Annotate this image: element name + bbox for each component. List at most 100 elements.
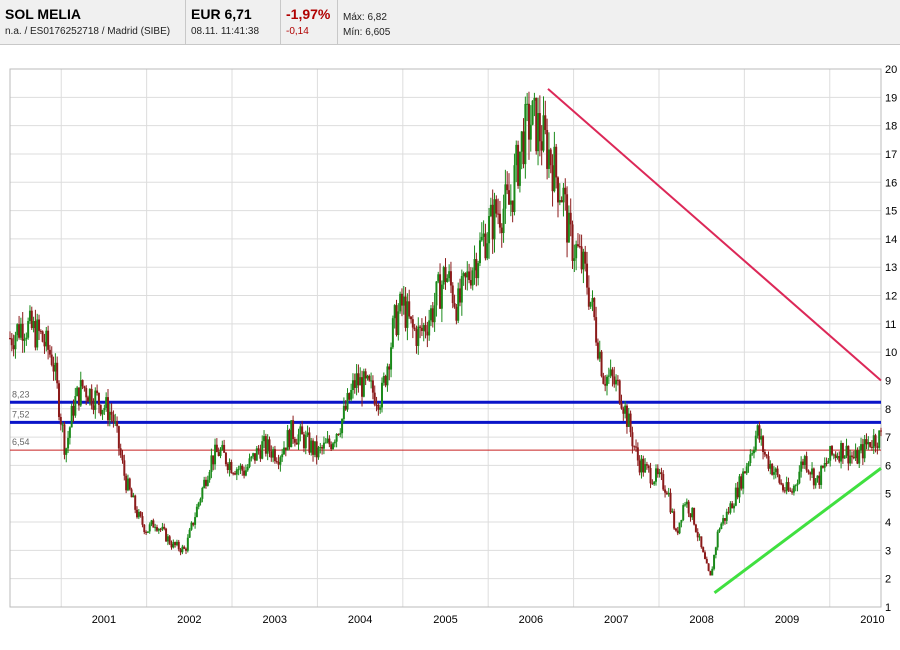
- candle-body: [662, 474, 665, 490]
- candle-body: [371, 380, 374, 393]
- y-tick-label: 9: [885, 375, 891, 387]
- candle-body: [235, 469, 238, 475]
- candle-body: [377, 404, 380, 410]
- candle-body: [812, 468, 815, 486]
- candle-body: [38, 319, 41, 331]
- candle-body: [649, 468, 652, 484]
- candle-body: [292, 420, 295, 439]
- candle-body: [290, 420, 293, 448]
- candle-body: [68, 427, 71, 438]
- candle-body: [362, 371, 365, 397]
- candle-body: [321, 447, 324, 449]
- candle-body: [564, 187, 567, 195]
- candle-body: [166, 536, 169, 542]
- candle-body: [81, 380, 84, 387]
- candle-body: [627, 413, 630, 427]
- candle-body: [720, 523, 723, 529]
- candle-body: [860, 444, 863, 451]
- candle-body: [185, 548, 188, 551]
- candle-body: [800, 461, 803, 472]
- candle-body: [54, 362, 57, 372]
- candle-body: [10, 338, 13, 346]
- candle-body: [486, 243, 489, 259]
- candle-body: [809, 472, 812, 475]
- candle-body: [426, 331, 429, 336]
- candle-body: [700, 536, 703, 548]
- candle-body: [615, 379, 618, 385]
- y-tick-label: 18: [885, 121, 897, 133]
- candle-body: [388, 366, 391, 370]
- candle-body: [816, 475, 819, 479]
- candle-body: [221, 444, 224, 450]
- candle-body: [758, 425, 761, 440]
- candle-body: [743, 471, 746, 474]
- candle-body: [863, 439, 866, 459]
- candle-body: [183, 546, 186, 549]
- candle-body: [840, 443, 843, 462]
- candle-body: [544, 115, 547, 130]
- candle-body: [644, 464, 647, 473]
- candle-body: [546, 129, 549, 169]
- candle-body: [402, 296, 405, 306]
- candle-body: [796, 483, 799, 486]
- candle-body: [87, 397, 90, 402]
- candle-body: [473, 259, 476, 271]
- candle-body: [57, 383, 60, 417]
- candle-body: [727, 511, 730, 513]
- candle-body: [595, 317, 598, 343]
- candle-body: [656, 468, 659, 475]
- candle-body: [88, 388, 91, 402]
- candle-body: [440, 284, 443, 309]
- day-high: Máx: 6,82: [343, 12, 387, 23]
- candle-body: [85, 388, 88, 398]
- candle-body: [538, 113, 541, 142]
- candle-body: [253, 453, 256, 461]
- candle-body: [14, 335, 17, 350]
- candle-body: [540, 141, 543, 151]
- candle-body: [199, 498, 202, 503]
- candle-body: [380, 382, 383, 408]
- candle-body: [308, 432, 311, 453]
- candle-body: [725, 511, 728, 521]
- candle-body: [466, 271, 469, 278]
- candle-body: [442, 267, 445, 285]
- candle-body: [562, 187, 565, 203]
- candle-body: [230, 462, 233, 474]
- candle-body: [653, 481, 656, 485]
- candle-body: [660, 472, 663, 475]
- candle-body: [711, 568, 714, 576]
- candle-body: [849, 455, 852, 464]
- candle-body: [293, 438, 296, 443]
- candle-body: [97, 393, 100, 405]
- candle-body: [782, 484, 785, 491]
- candle-body: [453, 303, 456, 307]
- candle-body: [313, 441, 316, 455]
- candle-body: [658, 472, 661, 475]
- candle-body: [103, 408, 106, 411]
- candle-body: [493, 199, 496, 240]
- candle-body: [94, 390, 97, 410]
- security-name: SOL MELIA: [5, 6, 81, 22]
- chart-grid: [10, 68, 881, 608]
- candle-body: [9, 338, 11, 339]
- last-price: EUR 6,71: [191, 6, 252, 22]
- candle-body: [283, 447, 286, 455]
- candle-body: [404, 296, 407, 328]
- candle-body: [834, 454, 837, 458]
- candle-body: [217, 452, 220, 456]
- candle-body: [838, 456, 841, 462]
- quote-datetime: 08.11. 11:41:38: [191, 26, 260, 37]
- x-tick-label: 2001: [92, 614, 116, 626]
- candle-body: [126, 478, 129, 491]
- candle-body: [636, 447, 639, 461]
- candle-body: [400, 293, 403, 306]
- candle-body: [174, 542, 177, 546]
- candle-body: [326, 438, 329, 443]
- candle-body: [206, 479, 209, 486]
- candle-body: [431, 308, 434, 323]
- candle-body: [152, 520, 155, 528]
- candle-body: [415, 329, 418, 346]
- candle-body: [146, 531, 149, 533]
- candle-body: [264, 436, 267, 454]
- candle-body: [760, 436, 763, 440]
